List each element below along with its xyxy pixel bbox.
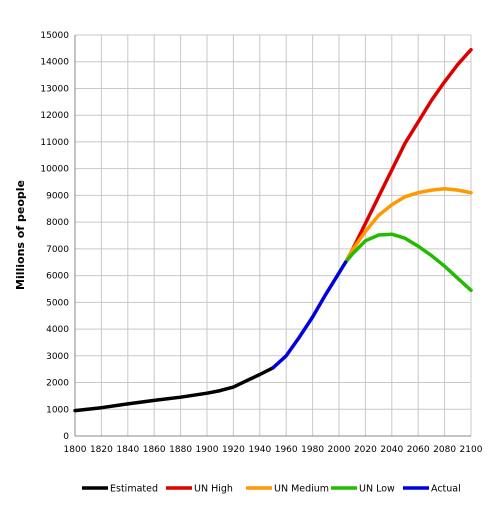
- y-tick-label: 10000: [40, 165, 69, 175]
- y-tick-label: 3000: [46, 352, 69, 362]
- y-tick-label: 0: [63, 432, 69, 442]
- legend-label-actual: Actual: [431, 484, 461, 495]
- legend: Estimated UN High UN Medium UN Low Actual: [82, 484, 461, 495]
- y-axis-title: Millions of people: [14, 180, 27, 290]
- legend-label-un-medium: UN Medium: [274, 484, 329, 495]
- y-tick-label: 14000: [40, 58, 69, 68]
- y-tick-label: 6000: [46, 272, 69, 282]
- x-tick-label: 2100: [460, 445, 483, 455]
- x-tick-label: 1940: [248, 445, 271, 455]
- x-tick-label: 1920: [222, 445, 245, 455]
- x-tick-label: 1800: [64, 445, 87, 455]
- y-tick-label: 1000: [46, 405, 69, 415]
- grid: [74, 34, 472, 437]
- series-line-estimated: [73, 366, 275, 413]
- x-tick-label: 2040: [380, 445, 403, 455]
- axes: [74, 35, 471, 437]
- x-tick-label: 1900: [196, 445, 219, 455]
- x-tick-label: 2060: [407, 445, 430, 455]
- legend-label-un-low: UN Low: [359, 484, 395, 495]
- series-line-un-high: [343, 47, 473, 264]
- y-tick-label: 8000: [46, 218, 69, 228]
- y-tick-label: 7000: [46, 245, 69, 255]
- y-tick-label: 13000: [40, 84, 69, 94]
- x-tick-label: 1960: [275, 445, 298, 455]
- series-lines: [73, 47, 473, 413]
- x-tick-label: 1820: [90, 445, 113, 455]
- legend-label-estimated: Estimated: [110, 484, 158, 495]
- series-line-un-medium: [343, 186, 473, 264]
- y-tick-label: 4000: [46, 325, 69, 335]
- x-tick-label: 1880: [169, 445, 192, 455]
- series-line-actual: [271, 260, 348, 370]
- y-tick-label: 15000: [40, 31, 69, 41]
- x-tick-label: 2020: [354, 445, 377, 455]
- x-tick-label: 1980: [301, 445, 324, 455]
- y-tick-label: 12000: [40, 111, 69, 121]
- y-tick-label: 11000: [40, 138, 69, 148]
- x-tick-label: 1840: [116, 445, 139, 455]
- x-tick-label: 2080: [433, 445, 456, 455]
- legend-label-un-high: UN High: [194, 484, 233, 495]
- y-tick-label: 9000: [46, 191, 69, 201]
- y-tick-label: 2000: [46, 379, 69, 389]
- y-tick-label: 5000: [46, 298, 69, 308]
- series-line-un-low: [343, 232, 473, 293]
- tick-labels: 0 1000 2000 3000 4000 5000 6000 7000 8000 9000 100…: [40, 31, 482, 455]
- x-tick-label: 1860: [143, 445, 166, 455]
- x-tick-label: 2000: [328, 445, 351, 455]
